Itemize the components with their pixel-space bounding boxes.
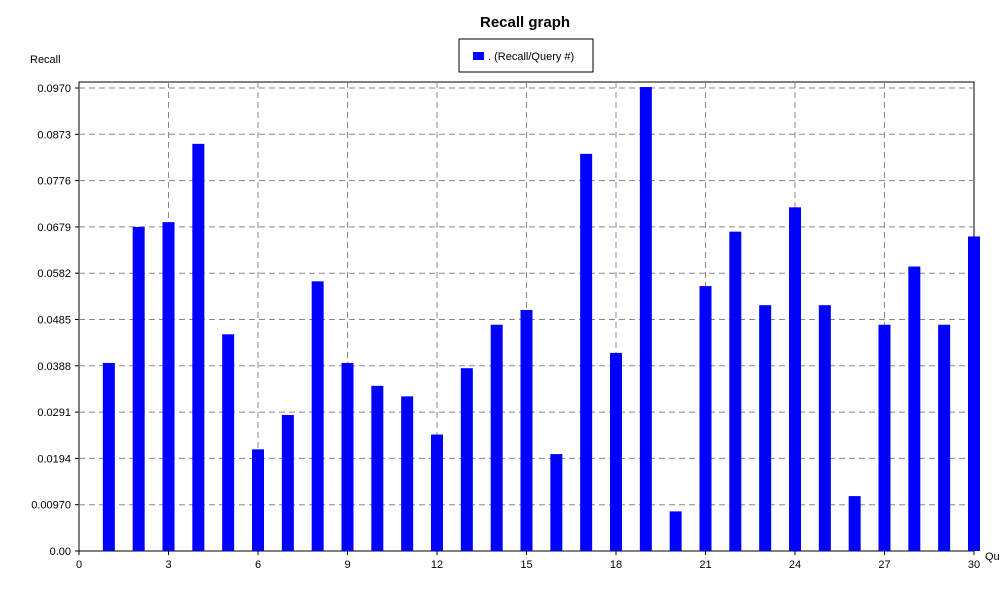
legend: . (Recall/Query #) bbox=[458, 38, 594, 73]
bar-query-2 bbox=[132, 226, 145, 551]
legend-swatch bbox=[473, 52, 484, 60]
x-tick-label: 24 bbox=[789, 559, 801, 571]
bar-query-26 bbox=[848, 496, 861, 551]
bar-query-5 bbox=[222, 334, 235, 551]
bar-query-13 bbox=[460, 368, 473, 551]
x-axis-label: Qu bbox=[985, 551, 1000, 563]
bar-query-19 bbox=[639, 87, 652, 552]
y-axis-label: Recall bbox=[30, 54, 61, 66]
x-tick-label: 0 bbox=[76, 559, 82, 571]
chart-title: Recall graph bbox=[480, 14, 570, 31]
x-tick-label: 18 bbox=[610, 559, 622, 571]
y-tick-label: 0.00970 bbox=[31, 500, 71, 512]
y-tick-label: 0.0679 bbox=[37, 222, 71, 234]
bar-query-3 bbox=[162, 222, 175, 551]
bar-query-22 bbox=[729, 231, 742, 551]
bar-query-10 bbox=[371, 385, 384, 551]
bar-query-20 bbox=[669, 511, 682, 551]
y-tick-label: 0.0776 bbox=[37, 176, 71, 188]
bar-query-18 bbox=[610, 352, 622, 551]
bar-query-29 bbox=[938, 324, 951, 551]
bar-query-25 bbox=[818, 305, 831, 551]
x-axis-ticks: 0 3 6 9 12 15 18 21 24 27 30 bbox=[76, 551, 980, 571]
bar-query-11 bbox=[401, 396, 414, 551]
bar-query-12 bbox=[431, 434, 443, 551]
bar-query-14 bbox=[490, 324, 503, 551]
bar-query-28 bbox=[908, 266, 921, 551]
bar-query-9 bbox=[341, 362, 354, 551]
y-axis-ticks: 0.00 0.00970 0.0194 0.0291 0.0388 0.0485 0.058… bbox=[31, 83, 79, 558]
y-tick-label: 0.00 bbox=[50, 546, 71, 558]
bar-query-21 bbox=[699, 286, 712, 551]
bar-query-24 bbox=[789, 207, 801, 551]
bar-query-7 bbox=[281, 414, 294, 551]
x-tick-label: 15 bbox=[520, 559, 532, 571]
bar-query-27 bbox=[878, 324, 891, 551]
bars bbox=[102, 87, 980, 552]
bar-query-4 bbox=[192, 143, 205, 552]
bar-query-17 bbox=[580, 153, 593, 551]
y-tick-label: 0.0582 bbox=[37, 268, 71, 280]
x-tick-label: 9 bbox=[344, 559, 350, 571]
bar-query-1 bbox=[102, 362, 115, 551]
y-tick-label: 0.0194 bbox=[37, 453, 71, 465]
bar-query-16 bbox=[550, 454, 563, 551]
y-tick-label: 0.0873 bbox=[37, 129, 71, 141]
y-tick-label: 0.0485 bbox=[37, 315, 71, 327]
bar-query-15 bbox=[520, 309, 533, 551]
legend-label: . (Recall/Query #) bbox=[488, 51, 574, 63]
x-tick-label: 12 bbox=[431, 559, 443, 571]
x-tick-label: 6 bbox=[255, 559, 261, 571]
y-tick-label: 0.0388 bbox=[37, 361, 71, 373]
x-tick-label: 30 bbox=[968, 559, 980, 571]
bar-query-30 bbox=[968, 236, 980, 551]
y-tick-label: 0.0291 bbox=[37, 407, 71, 419]
x-tick-label: 3 bbox=[165, 559, 171, 571]
y-tick-label: 0.0970 bbox=[37, 83, 71, 95]
x-tick-label: 21 bbox=[699, 559, 711, 571]
bar-query-8 bbox=[311, 281, 324, 551]
x-tick-label: 27 bbox=[878, 559, 890, 571]
bar-query-23 bbox=[759, 305, 772, 551]
bar-query-6 bbox=[252, 449, 264, 551]
